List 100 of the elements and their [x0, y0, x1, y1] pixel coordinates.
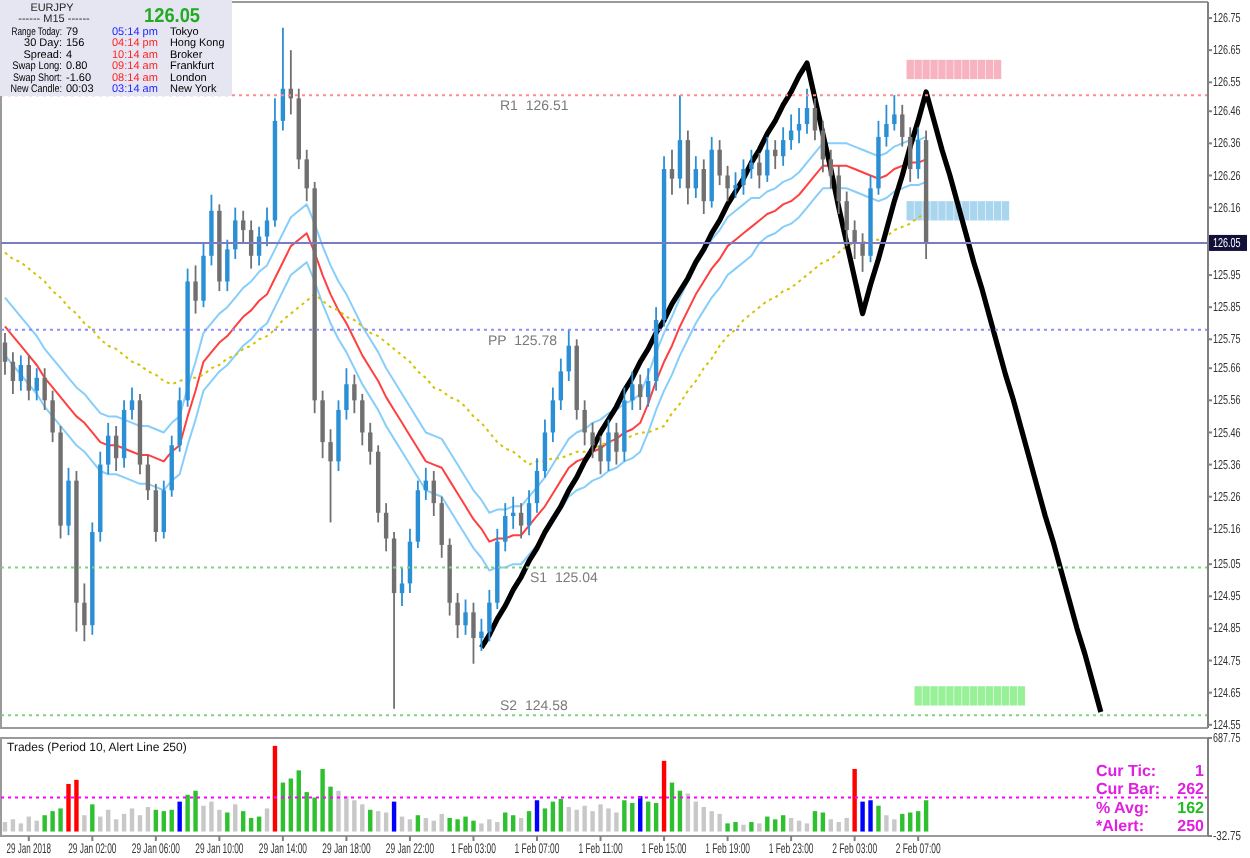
bar	[336, 790, 341, 832]
bar	[922, 686, 930, 706]
candlestick	[614, 421, 619, 466]
bar	[954, 686, 962, 706]
candlestick	[645, 367, 651, 408]
candlestick	[34, 367, 39, 402]
candlestick	[804, 87, 810, 135]
candlestick	[526, 489, 532, 537]
line-series	[478, 60, 1104, 715]
annotation: Cur Bar:	[1096, 780, 1161, 799]
bar	[985, 59, 994, 80]
bar	[487, 819, 492, 832]
candlestick	[788, 113, 794, 151]
bar	[161, 811, 166, 832]
bar	[820, 812, 826, 832]
candlestick	[455, 592, 460, 639]
bar	[193, 790, 198, 832]
bar	[121, 813, 127, 832]
annotation: 162	[1177, 798, 1206, 817]
candlestick	[169, 434, 174, 498]
bar	[1001, 686, 1010, 706]
candlestick	[860, 232, 865, 273]
bar	[900, 813, 905, 832]
candlestick	[153, 482, 159, 543]
candlestick	[558, 357, 564, 411]
candlestick	[828, 148, 834, 190]
bar	[447, 817, 452, 832]
candlestick	[193, 264, 198, 315]
annotation: *Alert:	[1096, 817, 1145, 836]
bar	[796, 820, 802, 832]
bar	[344, 796, 349, 832]
candlestick	[606, 418, 611, 472]
candlestick	[900, 103, 905, 148]
bar	[225, 812, 230, 832]
bar	[993, 686, 1002, 706]
candlestick	[915, 126, 921, 180]
candlestick	[780, 126, 786, 167]
candlestick	[852, 219, 857, 260]
bar	[82, 815, 87, 832]
bar	[129, 808, 135, 832]
bar	[201, 805, 206, 832]
annotation: 250	[1177, 817, 1206, 836]
bar	[217, 809, 222, 832]
bar	[375, 811, 381, 832]
bar	[407, 819, 413, 832]
bar	[645, 801, 651, 832]
bar	[598, 804, 603, 832]
bar	[788, 817, 794, 832]
candlestick	[487, 588, 492, 643]
candlestick	[884, 103, 889, 148]
bar	[733, 822, 738, 832]
bar	[923, 800, 929, 832]
bar	[439, 813, 444, 832]
bar	[352, 800, 357, 832]
bar	[463, 816, 468, 832]
bar	[1001, 201, 1010, 221]
candlestick	[264, 206, 270, 248]
annotation: 1	[1195, 762, 1206, 780]
candlestick	[820, 119, 826, 174]
bar	[34, 820, 39, 832]
candlestick	[66, 466, 71, 537]
bar	[930, 686, 938, 706]
bar	[938, 686, 946, 706]
candlestick	[352, 373, 357, 415]
bar	[876, 805, 881, 832]
candlestick	[439, 495, 444, 559]
bar	[66, 783, 71, 832]
bar	[137, 815, 143, 832]
candlestick	[669, 148, 675, 196]
bar	[978, 59, 986, 80]
bar	[209, 801, 214, 832]
bar	[264, 808, 270, 832]
bar	[526, 811, 532, 832]
candlestick	[201, 242, 206, 309]
bar	[185, 794, 190, 832]
bar	[804, 823, 810, 832]
candlestick	[741, 158, 746, 196]
candlestick	[26, 354, 31, 402]
bar	[471, 820, 476, 832]
annotation: 126.05	[144, 5, 202, 29]
candlestick	[749, 148, 754, 180]
bar	[908, 812, 913, 832]
bar	[717, 813, 722, 832]
candlestick	[757, 152, 762, 190]
candlestick	[590, 421, 595, 460]
candlestick	[129, 386, 135, 421]
bar	[542, 808, 548, 832]
bar	[970, 686, 978, 706]
bar	[741, 824, 746, 832]
candlestick	[479, 617, 484, 652]
candlestick	[534, 457, 540, 514]
bar	[749, 822, 754, 832]
bar	[978, 201, 986, 221]
bar	[495, 822, 500, 832]
bar	[288, 778, 294, 832]
bar	[510, 815, 516, 832]
candlestick	[582, 399, 587, 447]
bar	[423, 817, 429, 832]
bar	[922, 59, 930, 80]
bar	[58, 808, 63, 832]
